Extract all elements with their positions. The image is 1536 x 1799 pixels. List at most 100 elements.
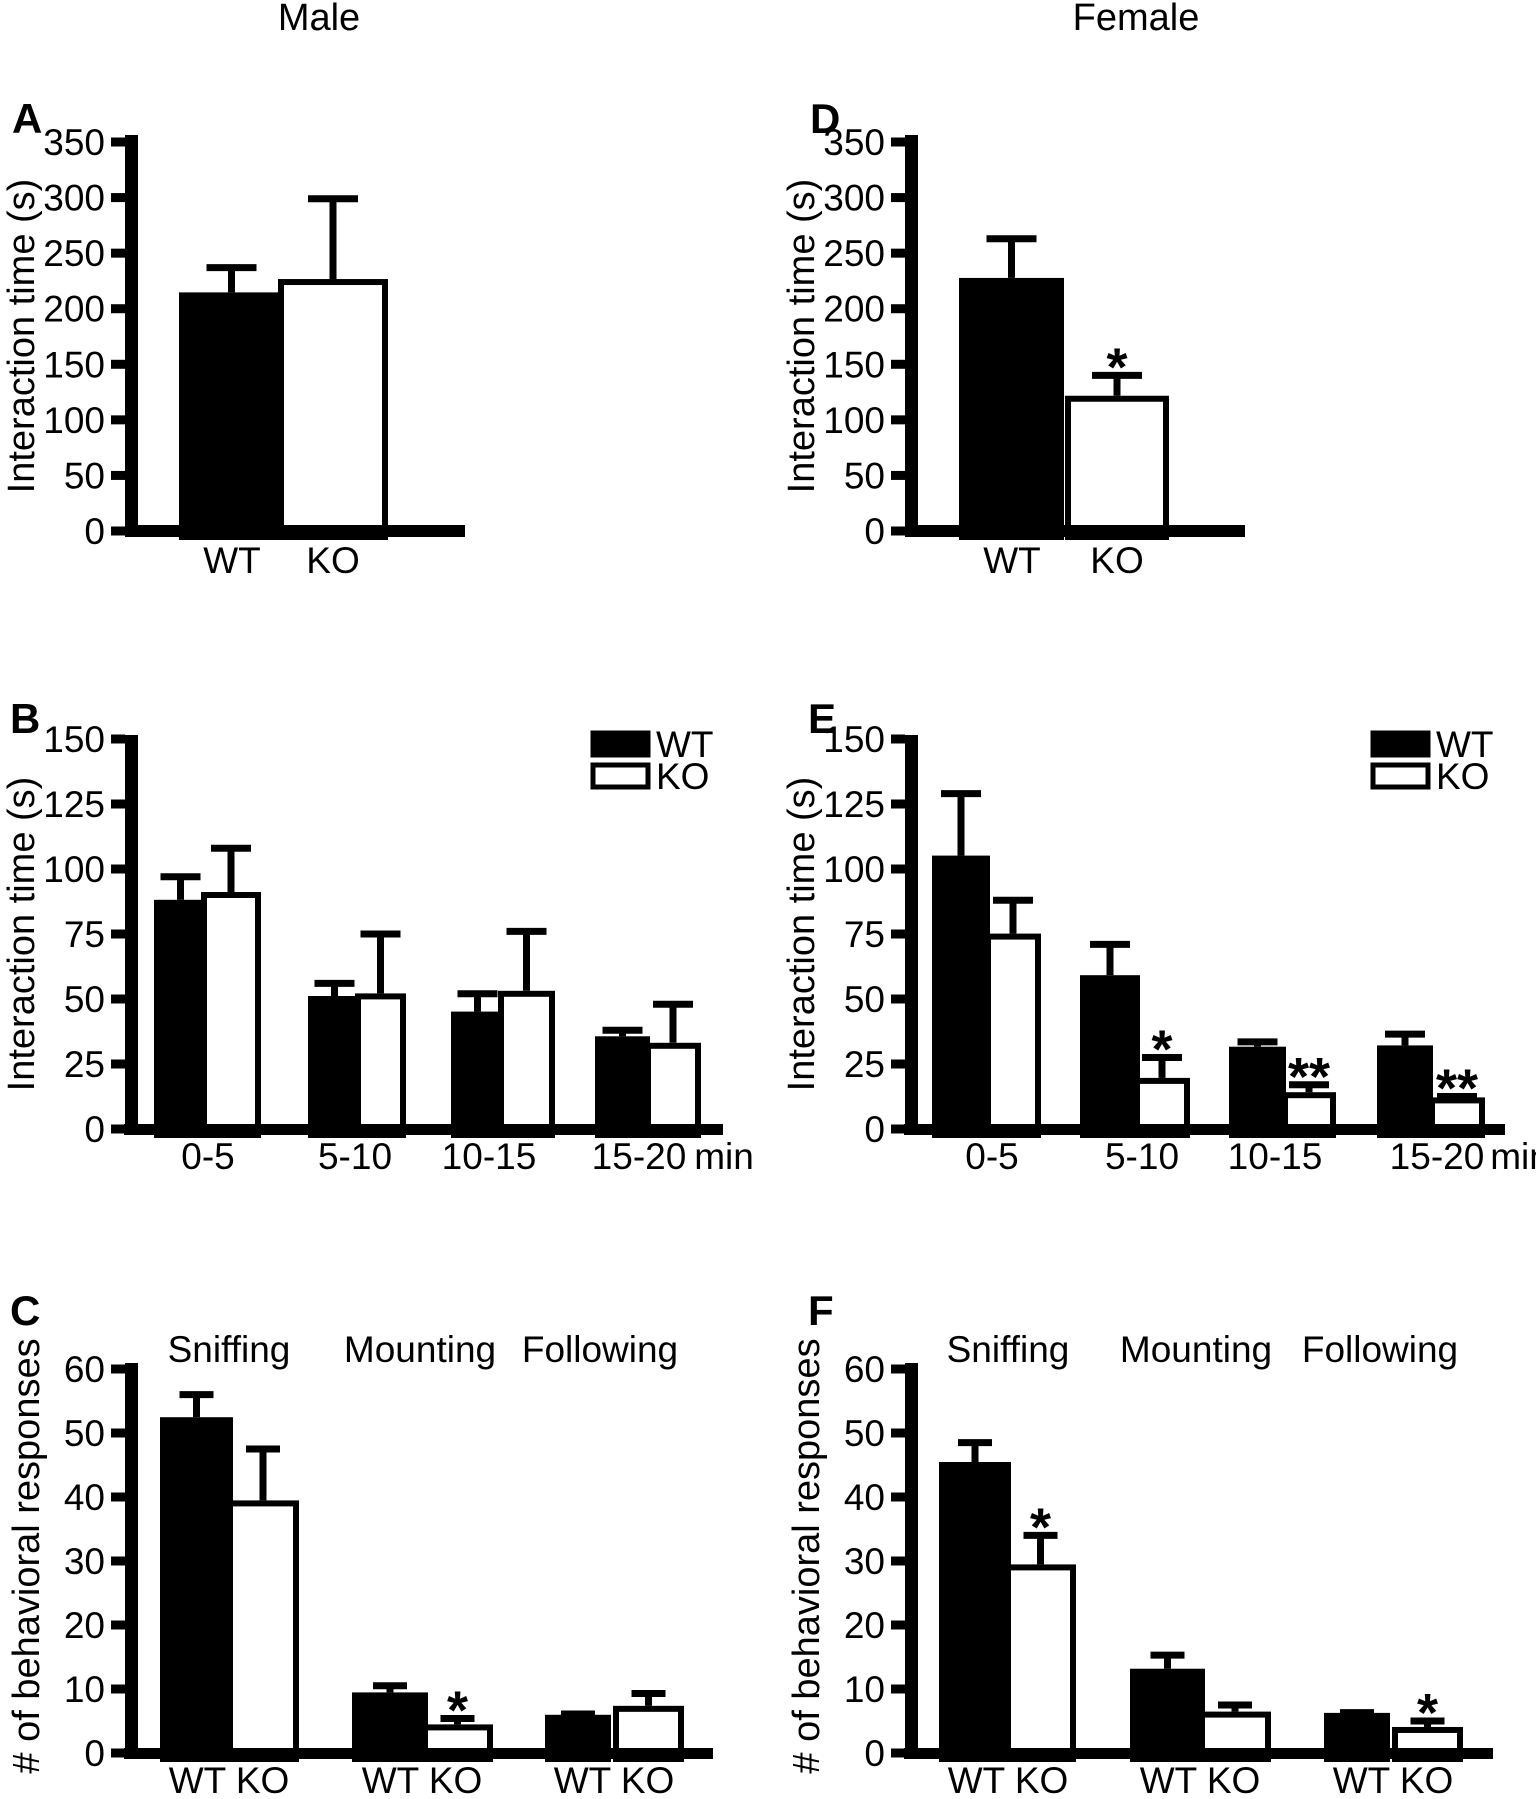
bar-WT: [1130, 1668, 1205, 1762]
y-tick: [111, 1059, 125, 1069]
bar-pair-label: WT KO: [362, 1760, 483, 1799]
y-tick-label: 50: [844, 1413, 885, 1454]
y-tick-label: 350: [823, 122, 885, 163]
bar-label-WT: WT: [203, 540, 261, 581]
y-tick-label: 0: [864, 511, 885, 552]
y-tick-label: 30: [844, 1541, 885, 1582]
y-axis: [905, 735, 918, 1135]
y-tick-label: 40: [844, 1477, 885, 1518]
legend-label-KO: KO: [656, 756, 709, 797]
significance-marker: **: [1288, 1047, 1330, 1107]
y-tick: [891, 734, 905, 744]
x-axis: [125, 525, 465, 537]
y-axis-label: # of behavioral responses: [6, 1338, 48, 1773]
bar-label-KO: KO: [306, 540, 359, 581]
y-tick: [111, 1684, 125, 1694]
y-axis: [905, 1363, 918, 1759]
bar-WT: [160, 1417, 233, 1762]
y-tick: [111, 1124, 125, 1134]
x-unit-label: min: [1490, 1136, 1536, 1177]
y-tick-label: 10: [64, 1669, 105, 1710]
bar-label-WT: WT: [983, 540, 1041, 581]
y-tick: [891, 470, 905, 480]
x-unit-label: min: [694, 1136, 754, 1177]
behavior-group-label: Mounting: [1120, 1329, 1272, 1370]
x-group-label: 15-20: [592, 1136, 687, 1177]
y-tick-label: 200: [43, 289, 105, 330]
y-tick: [111, 1748, 125, 1758]
y-tick-label: 125: [823, 784, 885, 825]
behavior-group-label: Following: [1302, 1329, 1458, 1370]
behavior-group-label: Mounting: [344, 1329, 496, 1370]
x-axis: [904, 1124, 1505, 1135]
y-tick: [111, 526, 125, 536]
y-tick: [891, 1364, 905, 1374]
y-tick: [891, 799, 905, 809]
y-tick-label: 150: [43, 344, 105, 385]
y-tick: [111, 1556, 125, 1566]
bar-pair-label: WT KO: [1333, 1760, 1454, 1799]
legend-swatch-WT: [590, 730, 651, 758]
y-tick-label: 150: [43, 719, 105, 760]
y-tick-label: 0: [84, 511, 105, 552]
y-tick: [111, 415, 125, 425]
y-tick-label: 300: [43, 178, 105, 219]
behavior-group-label: Sniffing: [168, 1329, 291, 1370]
y-axis: [125, 135, 138, 537]
legend-label-WT: WT: [1436, 724, 1494, 765]
y-tick-label: 50: [64, 1413, 105, 1454]
y-tick: [891, 864, 905, 874]
y-tick: [111, 359, 125, 369]
legend-label-KO: KO: [1436, 756, 1489, 797]
bar-WT: [959, 277, 1064, 540]
column-title-female: Female: [1073, 0, 1200, 39]
y-tick-label: 50: [844, 455, 885, 496]
x-axis: [905, 525, 1245, 537]
y-tick-label: 0: [84, 1109, 105, 1150]
y-tick: [111, 864, 125, 874]
x-group-label: 15-20: [1390, 1136, 1485, 1177]
bar-KO: [278, 279, 388, 540]
bar-KO: [985, 933, 1041, 1138]
significance-marker: **: [1436, 1059, 1478, 1119]
column-title-male: Male: [278, 0, 360, 39]
y-tick-label: 250: [823, 233, 885, 274]
bar-WT: [1377, 1045, 1433, 1139]
y-tick-label: 250: [43, 233, 105, 274]
y-tick: [111, 1492, 125, 1502]
bar-KO: [498, 990, 555, 1138]
y-tick: [891, 415, 905, 425]
y-tick: [891, 526, 905, 536]
panel-letter-F: F: [808, 1287, 834, 1334]
panel-letter-D: D: [810, 95, 840, 142]
y-tick: [111, 137, 125, 147]
y-tick: [891, 1684, 905, 1694]
bar-KO: [227, 1500, 299, 1763]
bar-pair-label: WT KO: [1140, 1760, 1261, 1799]
bar-WT: [154, 899, 207, 1138]
y-axis-label: Interaction time (s): [1, 179, 43, 494]
y-tick-label: 200: [823, 289, 885, 330]
x-axis: [124, 1124, 723, 1135]
x-group-label: 0-5: [181, 1136, 234, 1177]
x-group-label: 5-10: [318, 1136, 392, 1177]
behavior-group-label: Following: [522, 1329, 678, 1370]
y-axis: [125, 1363, 138, 1759]
x-group-label: 10-15: [442, 1136, 537, 1177]
bar-label-KO: KO: [1090, 540, 1143, 581]
y-tick-label: 100: [823, 849, 885, 890]
panel-F: * * 0 10 20 30 40 50 60 # of behavioral responses…: [786, 1287, 1493, 1799]
y-axis: [905, 135, 918, 537]
y-tick: [891, 1556, 905, 1566]
y-tick-label: 50: [64, 455, 105, 496]
y-tick-label: 75: [64, 914, 105, 955]
y-tick: [111, 470, 125, 480]
y-tick-label: 0: [864, 1733, 885, 1774]
significance-marker: *: [1030, 1497, 1051, 1557]
y-axis-label: # of behavioral responses: [786, 1338, 828, 1773]
y-axis-label: Interaction time (s): [1, 777, 43, 1092]
x-group-label: 10-15: [1228, 1136, 1323, 1177]
